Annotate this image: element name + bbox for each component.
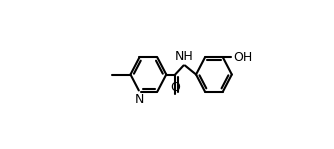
Text: N: N: [135, 93, 144, 106]
Text: OH: OH: [233, 51, 253, 64]
Text: O: O: [170, 81, 180, 94]
Text: NH: NH: [175, 50, 193, 63]
